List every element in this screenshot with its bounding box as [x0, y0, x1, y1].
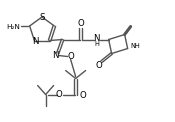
Text: N: N	[32, 36, 39, 46]
Text: O: O	[95, 61, 102, 70]
Text: O: O	[55, 90, 62, 99]
Text: H₂N: H₂N	[7, 24, 21, 30]
Text: O: O	[67, 52, 74, 61]
Text: N: N	[93, 34, 100, 43]
Text: N: N	[52, 51, 59, 60]
Text: H: H	[94, 41, 99, 46]
Text: O: O	[79, 91, 86, 100]
Text: NH: NH	[131, 43, 140, 49]
Text: S: S	[39, 12, 45, 21]
Text: O: O	[77, 19, 84, 28]
